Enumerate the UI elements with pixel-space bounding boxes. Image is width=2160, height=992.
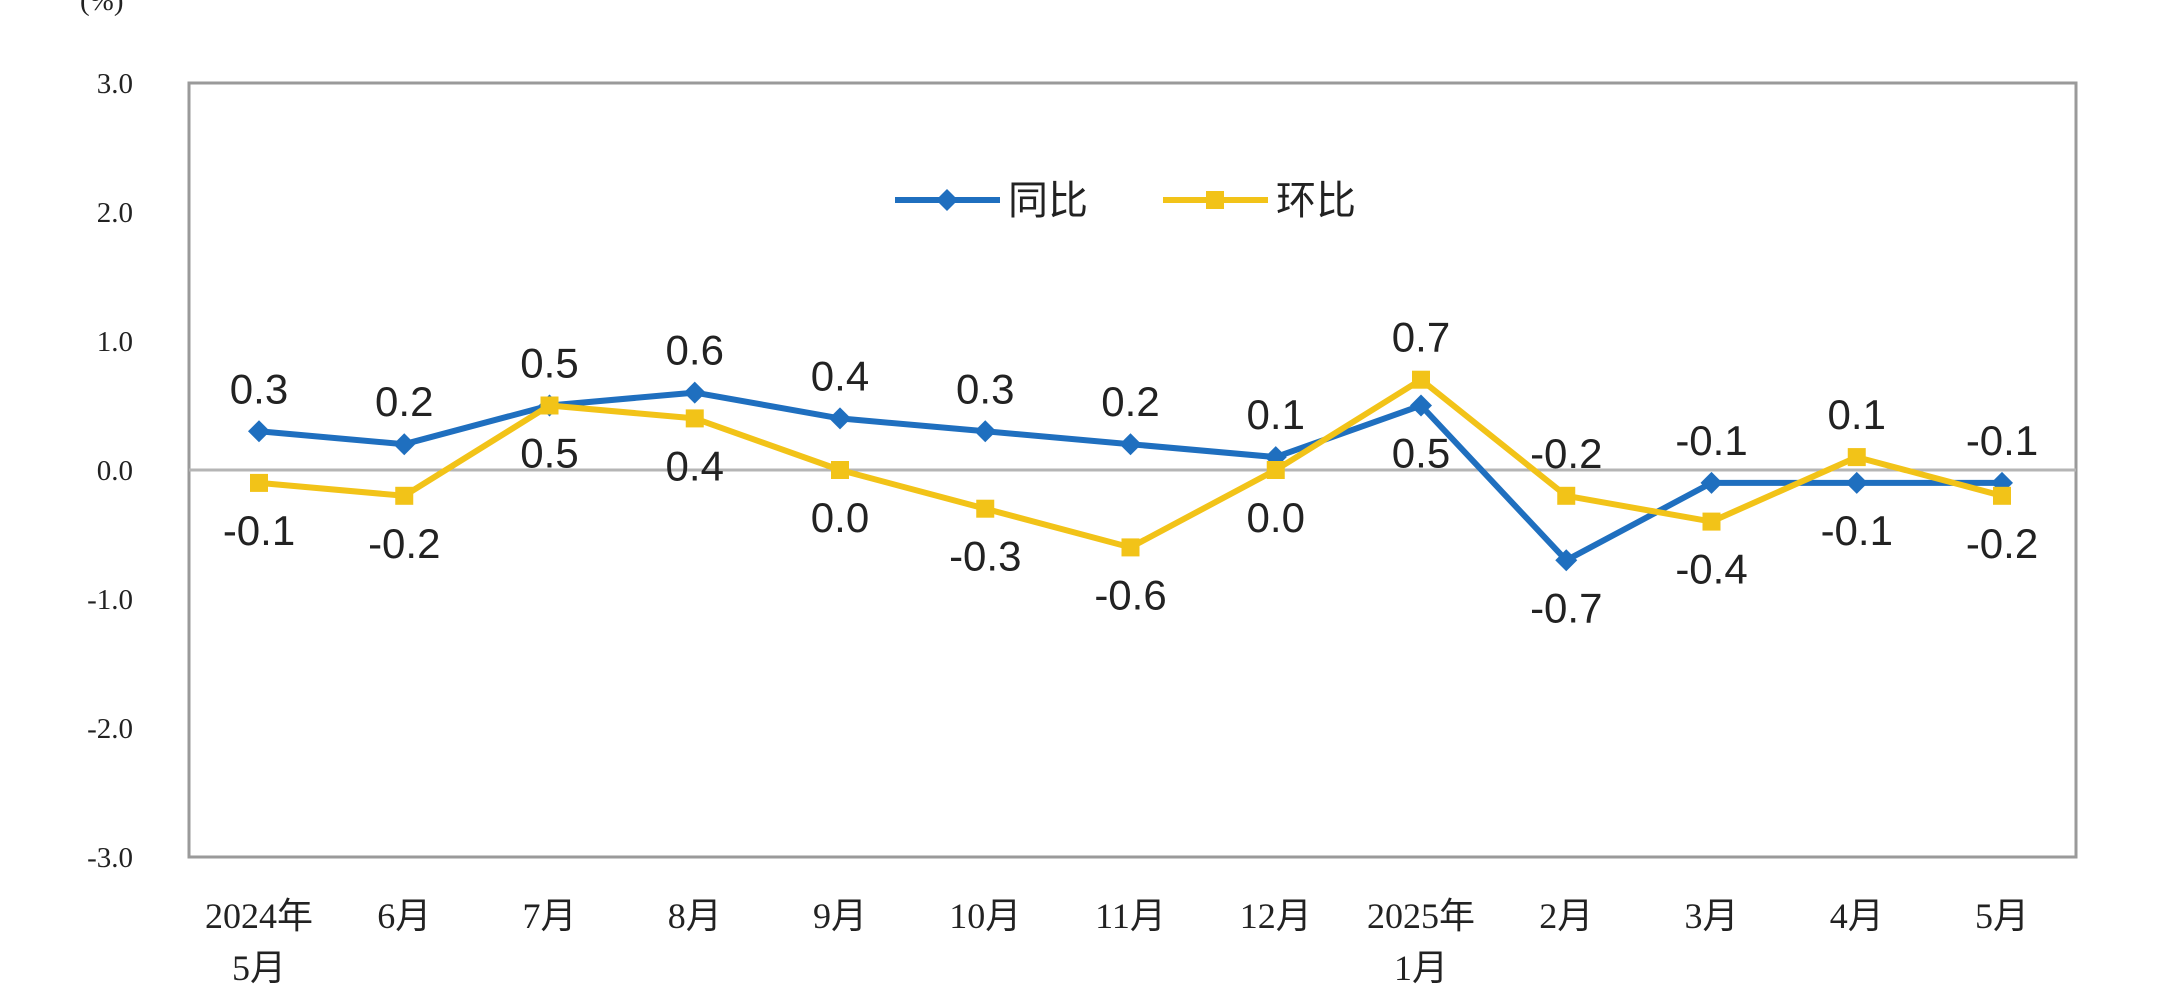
data-point-marker [974, 420, 997, 443]
data-label: -0.2 [368, 520, 440, 567]
data-label: 0.0 [811, 494, 869, 541]
x-tick-label: 5月 [1975, 896, 2029, 936]
data-label: -0.3 [949, 533, 1021, 580]
data-point-marker [540, 396, 559, 415]
data-point-marker [1700, 471, 1723, 494]
data-point-marker [1845, 471, 1868, 494]
data-point-marker [1410, 394, 1432, 417]
data-point-marker [1121, 538, 1140, 557]
data-point-marker [395, 486, 414, 505]
x-tick-label: 12月 [1240, 896, 1312, 936]
data-label: -0.2 [1530, 430, 1602, 477]
data-label: 0.7 [1392, 314, 1450, 361]
x-tick-label: 1月 [1394, 948, 1448, 988]
data-point-marker [1702, 512, 1721, 531]
data-label: -0.7 [1530, 584, 1602, 631]
x-tick-label: 4月 [1830, 896, 1884, 936]
data-point-marker [1412, 370, 1430, 389]
x-tick-label: 8月 [668, 896, 722, 936]
data-point-marker [683, 381, 706, 404]
x-tick-label: 11月 [1095, 896, 1166, 936]
y-tick-label: 3.0 [97, 68, 133, 100]
legend-label: 同比 [1008, 179, 1088, 223]
data-label: 0.4 [666, 442, 724, 489]
data-label: 0.4 [811, 352, 869, 399]
data-label: -0.1 [1675, 417, 1747, 464]
x-tick-label: 2024年 [205, 896, 313, 936]
y-tick-label: 0.0 [97, 455, 133, 487]
data-point-marker [393, 433, 416, 456]
y-tick-label: 1.0 [97, 326, 133, 358]
y-tick-label: -2.0 [87, 713, 133, 745]
data-label: -0.2 [1966, 520, 2038, 567]
x-tick-label: 3月 [1684, 896, 1738, 936]
data-point-marker [1555, 549, 1578, 572]
data-label: 0.3 [230, 365, 288, 412]
x-tick-label: 9月 [813, 896, 867, 936]
x-tick-label: 2月 [1539, 896, 1593, 936]
legend-marker [936, 189, 958, 211]
data-label: 0.1 [1247, 391, 1305, 438]
data-label: -0.1 [1966, 417, 2038, 464]
x-tick-label: 6月 [377, 896, 431, 936]
data-label: 0.2 [1101, 378, 1159, 425]
data-point-marker [250, 473, 268, 492]
y-tick-label: 2.0 [97, 197, 133, 229]
legend-marker [1206, 191, 1224, 209]
data-label: -0.1 [223, 507, 295, 554]
data-point-marker [1993, 486, 2011, 505]
y-tick-label: -1.0 [87, 584, 133, 616]
x-tick-label: 7月 [522, 896, 576, 936]
y-axis-unit: (%) [80, 0, 123, 17]
data-label: 0.1 [1828, 391, 1886, 438]
data-point-marker [1266, 461, 1285, 479]
y-tick-label: -3.0 [87, 842, 133, 874]
x-tick-label: 10月 [949, 896, 1021, 936]
data-point-marker [1557, 486, 1576, 505]
data-label: 0.5 [1392, 430, 1450, 477]
data-label: 0.2 [375, 378, 433, 425]
data-label: 0.0 [1247, 494, 1305, 541]
data-point-marker [1119, 433, 1142, 456]
data-point-marker [831, 461, 849, 479]
data-label: -0.4 [1675, 546, 1747, 593]
data-point-marker [685, 409, 704, 428]
data-point-marker [1847, 448, 1866, 467]
data-point-marker [248, 420, 270, 443]
data-label: -0.6 [1094, 571, 1166, 618]
legend-label: 环比 [1276, 179, 1356, 223]
data-label: 0.6 [666, 327, 724, 374]
x-tick-label: 2025年 [1367, 896, 1475, 936]
data-label: -0.1 [1821, 507, 1893, 554]
data-label: 0.5 [520, 340, 578, 387]
data-point-marker [829, 407, 851, 430]
x-tick-label: 5月 [232, 948, 286, 988]
data-label: 0.5 [520, 430, 578, 477]
data-point-marker [976, 499, 995, 518]
data-label: 0.3 [956, 365, 1014, 412]
